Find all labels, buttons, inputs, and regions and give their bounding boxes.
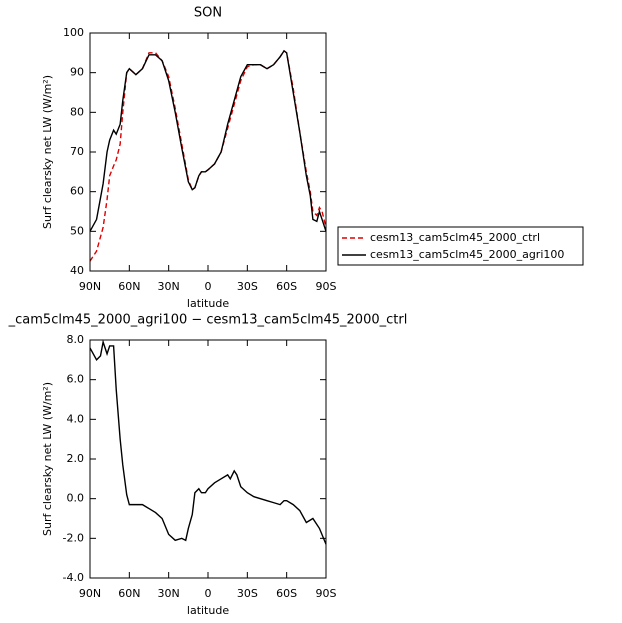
x-tick-label: 60N (118, 280, 140, 293)
y-tick-label: 80 (70, 105, 84, 118)
y-axis-label: Surf clearsky net LW (W/m²) (41, 382, 54, 536)
x-tick-label: 30N (158, 280, 180, 293)
chart-title: SON (194, 6, 222, 21)
y-tick-label: 70 (70, 145, 84, 158)
x-tick-label: 60S (276, 280, 297, 293)
x-axis-label: latitude (187, 604, 229, 617)
x-tick-label: 90N (79, 587, 101, 600)
y-tick-label: 0.0 (67, 492, 85, 505)
chart-title: _cam5clm45_2000_agri100 − cesm13_cam5clm… (8, 313, 408, 328)
x-tick-label: 90S (316, 587, 337, 600)
plot-frame (89, 32, 327, 272)
legend-label: cesm13_cam5clm45_2000_agri100 (370, 248, 564, 261)
x-tick-label: 0 (205, 587, 212, 600)
y-tick-label: 50 (70, 224, 84, 237)
plot-frame (89, 339, 327, 579)
y-axis-label: Surf clearsky net LW (W/m²) (41, 75, 54, 229)
y-tick-label: 6.0 (67, 373, 85, 386)
legend-box (337, 226, 584, 266)
y-tick-label: 100 (63, 26, 84, 39)
x-tick-label: 90N (79, 280, 101, 293)
x-axis-label: latitude (187, 297, 229, 310)
y-tick-label: 60 (70, 185, 84, 198)
y-tick-label: 8.0 (67, 333, 85, 346)
x-tick-label: 60S (276, 587, 297, 600)
data-line (89, 49, 327, 232)
y-tick-label: 40 (70, 264, 84, 277)
y-tick-label: 90 (70, 66, 84, 79)
x-tick-label: 30N (158, 587, 180, 600)
y-tick-label: -4.0 (63, 571, 84, 584)
legend-label: cesm13_cam5clm45_2000_ctrl (370, 231, 540, 244)
y-tick-label: -2.0 (63, 531, 84, 544)
x-tick-label: 60N (118, 587, 140, 600)
x-tick-label: 0 (205, 280, 212, 293)
y-tick-label: 2.0 (67, 452, 85, 465)
x-tick-label: 90S (316, 280, 337, 293)
x-tick-label: 30S (237, 280, 258, 293)
data-line (89, 49, 327, 262)
y-tick-label: 4.0 (67, 412, 85, 425)
data-line (89, 339, 327, 545)
x-tick-label: 30S (237, 587, 258, 600)
